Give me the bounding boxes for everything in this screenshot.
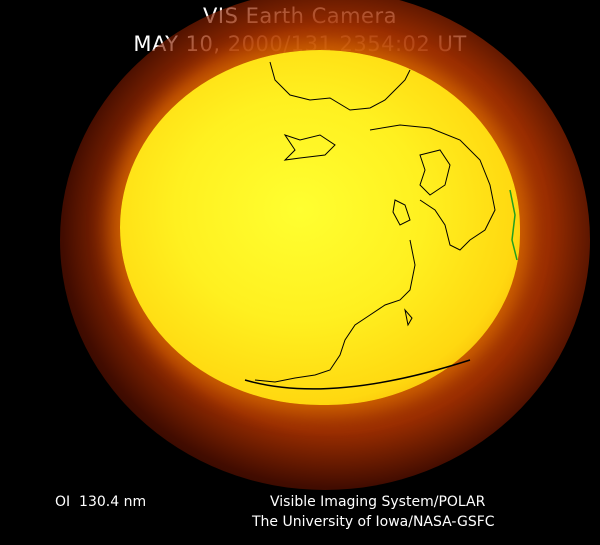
coastline-bay [283, 134, 336, 161]
coastline-peninsula [419, 149, 451, 196]
earth-disk [120, 50, 520, 405]
green-track [509, 189, 518, 261]
coastline-north [269, 61, 411, 111]
instrument-credit: Visible Imaging System/POLAR [270, 494, 486, 510]
coastline-east [369, 124, 496, 251]
institution-credit: The University of Iowa/NASA-GSFC [252, 514, 495, 530]
filter-wavelength-label: OI 130.4 nm [55, 494, 147, 510]
coastline-islands [392, 199, 413, 327]
coastline-south [254, 239, 416, 383]
terminator-arc [244, 359, 471, 390]
